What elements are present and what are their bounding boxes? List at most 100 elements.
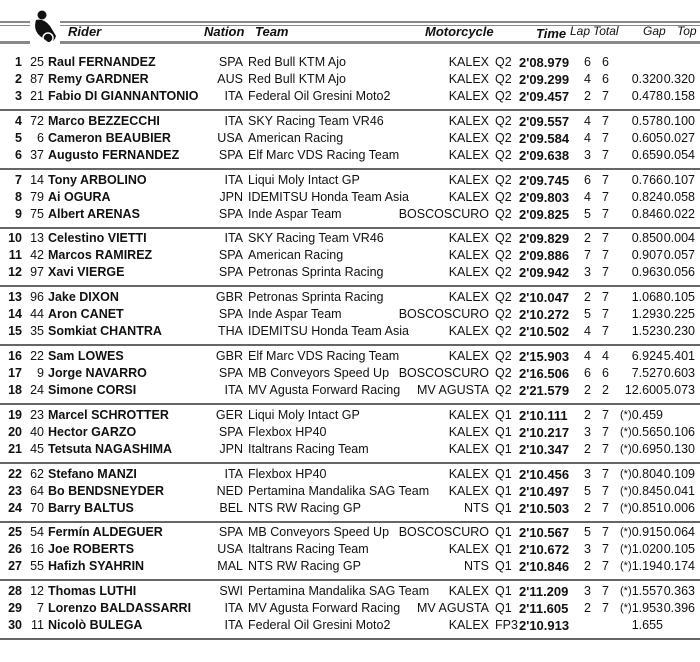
gap-to-previous: 0.022 — [663, 206, 695, 221]
total-laps: 7 — [602, 89, 609, 103]
table-row: 7 14 Tony ARBOLINO ITA Liqui Moly Intact GP K… — [0, 172, 700, 189]
table-row: 20 40 Hector GARZO SPA Flexbox HP40 KALEX Q1 2'… — [0, 424, 700, 441]
session: Q2 — [495, 72, 512, 86]
best-time: 2'09.584 — [519, 130, 570, 146]
rider-name: Tetsuta NAGASHIMA — [48, 441, 173, 456]
position: 17 — [8, 366, 22, 380]
team: Flexbox HP40 — [248, 424, 327, 439]
table-row: 12 97 Xavi VIERGE SPA Petronas Sprinta Racin… — [0, 264, 700, 281]
motorcycle: KALEX — [448, 542, 489, 557]
note-mark: (*) — [620, 467, 632, 480]
rider-number: 40 — [30, 424, 44, 439]
total-laps: 7 — [602, 265, 609, 280]
session: Q1 — [495, 466, 512, 481]
total-laps: 7 — [602, 424, 609, 439]
motorcycle: KALEX — [448, 89, 489, 103]
position: 7 — [15, 172, 22, 187]
nation: SPA — [218, 265, 243, 280]
rider-number: 16 — [30, 542, 44, 557]
motorcycle: KALEX — [448, 231, 489, 246]
table-row: 28 12 Thomas LUTHI SWI Pertamina Mandalika S… — [0, 583, 700, 600]
rider-name: Marco BEZZECCHI — [48, 113, 160, 128]
total-laps: 6 — [602, 366, 609, 380]
gap-to-previous: 5.401 — [663, 349, 695, 363]
motorcycle: KALEX — [448, 189, 489, 204]
nation: SPA — [218, 248, 243, 263]
gap-to-previous: 0.174 — [663, 559, 695, 574]
session: Q2 — [495, 172, 512, 187]
group-divider — [0, 403, 700, 405]
rider-name: Lorenzo BALDASSARRI — [48, 601, 192, 616]
gap: 0.695 — [631, 441, 663, 456]
best-time: 2'10.272 — [519, 307, 570, 323]
motorcycle: KALEX — [448, 584, 489, 599]
nation: ITA — [224, 172, 243, 187]
position: 6 — [15, 147, 22, 162]
session: Q1 — [495, 424, 512, 439]
position: 22 — [8, 466, 22, 481]
motorcycle: KALEX — [448, 130, 489, 145]
nation: AUS — [217, 72, 243, 86]
total-laps: 7 — [602, 172, 609, 187]
session: Q2 — [495, 206, 512, 221]
best-time: 2'10.672 — [519, 542, 570, 558]
team: Petronas Sprinta Racing — [248, 290, 384, 305]
table-row: 4 72 Marco BEZZECCHI ITA SKY Racing Team VR4… — [0, 113, 700, 130]
rider-number: 42 — [30, 248, 44, 263]
gap: 0.804 — [631, 466, 663, 481]
table-row: 5 6 Cameron BEAUBIER USA American Racing KALE… — [0, 130, 700, 147]
session: Q2 — [495, 349, 512, 363]
total-laps: 7 — [602, 441, 609, 456]
rider-name: Ai OGURA — [48, 189, 111, 204]
nation: MAL — [217, 559, 243, 574]
team: Petronas Sprinta Racing — [248, 265, 384, 280]
rider-number: 25 — [30, 55, 44, 69]
table-row: 2 87 Remy GARDNER AUS Red Bull KTM Ajo KALEX Q… — [0, 71, 700, 88]
position: 24 — [8, 500, 22, 515]
note-mark: (*) — [620, 408, 632, 421]
rider-name: Aron CANET — [48, 307, 124, 322]
gap-to-previous: 0.230 — [663, 324, 695, 339]
best-time: 2'10.567 — [519, 525, 570, 541]
rider-number: 21 — [30, 89, 44, 103]
table-row: 16 22 Sam LOWES GBR Elf Marc VDS Racing Team… — [0, 348, 700, 365]
team: Elf Marc VDS Racing Team — [248, 349, 400, 363]
nation: BEL — [219, 500, 243, 515]
lap: 2 — [584, 407, 591, 422]
lap: 2 — [584, 500, 591, 515]
rider-number: 96 — [30, 290, 44, 305]
total-laps: 4 — [602, 349, 609, 363]
motorcycle: KALEX — [448, 441, 489, 456]
nation: ITA — [224, 89, 243, 103]
gap: 1.293 — [631, 307, 663, 322]
gap-to-previous: 0.105 — [663, 290, 695, 305]
motorcycle: KALEX — [448, 483, 489, 498]
total-laps: 7 — [602, 483, 609, 498]
lap: 2 — [584, 290, 591, 305]
total-laps: 7 — [602, 231, 609, 246]
total-laps: 7 — [602, 290, 609, 305]
best-time: 2'08.979 — [519, 55, 570, 70]
session: Q2 — [495, 89, 512, 103]
session: Q1 — [495, 483, 512, 498]
gap: 0.824 — [631, 189, 663, 204]
rider-number: 64 — [30, 483, 44, 498]
best-time: 2'10.497 — [519, 483, 570, 499]
table-row: 14 44 Aron CANET SPA Inde Aspar Team BOSCOSCU… — [0, 306, 700, 323]
team: Flexbox HP40 — [248, 466, 327, 481]
lap: 3 — [584, 265, 591, 280]
rider-number: 70 — [30, 500, 44, 515]
motorcycle: KALEX — [448, 466, 489, 481]
nation: GER — [215, 407, 243, 422]
table-row: 8 79 Ai OGURA JPN IDEMITSU Honda Team Asia KA… — [0, 189, 700, 206]
nation: ITA — [224, 466, 243, 481]
gap: 0.963 — [631, 265, 663, 280]
gap: 12.600 — [624, 383, 663, 397]
motorcycle: KALEX — [448, 424, 489, 439]
nation: SPA — [218, 307, 243, 322]
nation: NED — [216, 483, 243, 498]
total-laps: 7 — [602, 206, 609, 221]
rider-name: Fabio DI GIANNANTONIO — [48, 89, 199, 103]
rider-number: 72 — [30, 113, 44, 128]
gap: 0.850 — [631, 231, 663, 246]
